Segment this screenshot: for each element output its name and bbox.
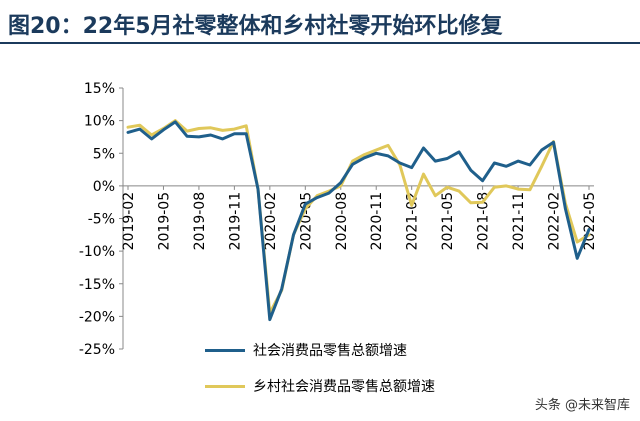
chart-title: 图20：22年5月社零整体和乡村社零开始环比修复 [8,14,503,39]
y-tick-label: -20% [79,309,115,325]
x-tick-label: 2020-11 [369,192,385,251]
watermark: 头条 @未来智库 [534,398,630,413]
x-tick-label: 2021-11 [511,192,527,251]
x-tick-label: 2021-05 [440,192,456,251]
x-tick-label: 2020-05 [298,192,314,251]
line-chart: 15% 10% 5% 0% -5% -10% -15% -20% -25% 2019-02 2019… [79,81,598,358]
x-tick-label: 2021-08 [476,192,492,251]
series-line-2 [126,119,591,315]
legend-label-series2: 乡村社会消费品零售总额增速 [253,379,435,395]
title-bar: 图20：22年5月社零整体和乡村社零开始环比修复 [0,0,640,44]
series-line-1 [126,120,591,322]
y-tick-label: 0% [93,179,115,195]
x-tick-label: 2021-02 [405,192,421,251]
x-tick-label: 2020-02 [263,192,279,251]
plot-area: 15% 10% 5% 0% -5% -10% -15% -20% -25% 2019-02 2019… [79,81,598,358]
x-tick-label: 2019-08 [192,192,208,251]
y-tick-label: 5% [93,146,115,162]
y-tick-label: -15% [79,277,115,293]
legend-label-series1: 社会消费品零售总额增速 [253,343,407,359]
x-tick-label: 2019-02 [121,192,137,251]
x-tick-label: 2020-08 [334,192,350,251]
y-tick-label: -25% [79,342,115,358]
x-tick-label: 2019-05 [156,192,172,251]
y-tick-label: 10% [84,114,115,130]
y-tick-label: -5% [88,212,115,228]
x-tick-label: 2019-11 [227,192,243,251]
legend-swatch-series2 [205,385,245,388]
x-tick-label: 2022-02 [547,192,563,251]
y-tick-label: -10% [79,244,115,260]
title-underline [0,42,640,44]
legend-swatch-series1 [205,349,245,352]
y-tick-label: 15% [84,81,115,97]
